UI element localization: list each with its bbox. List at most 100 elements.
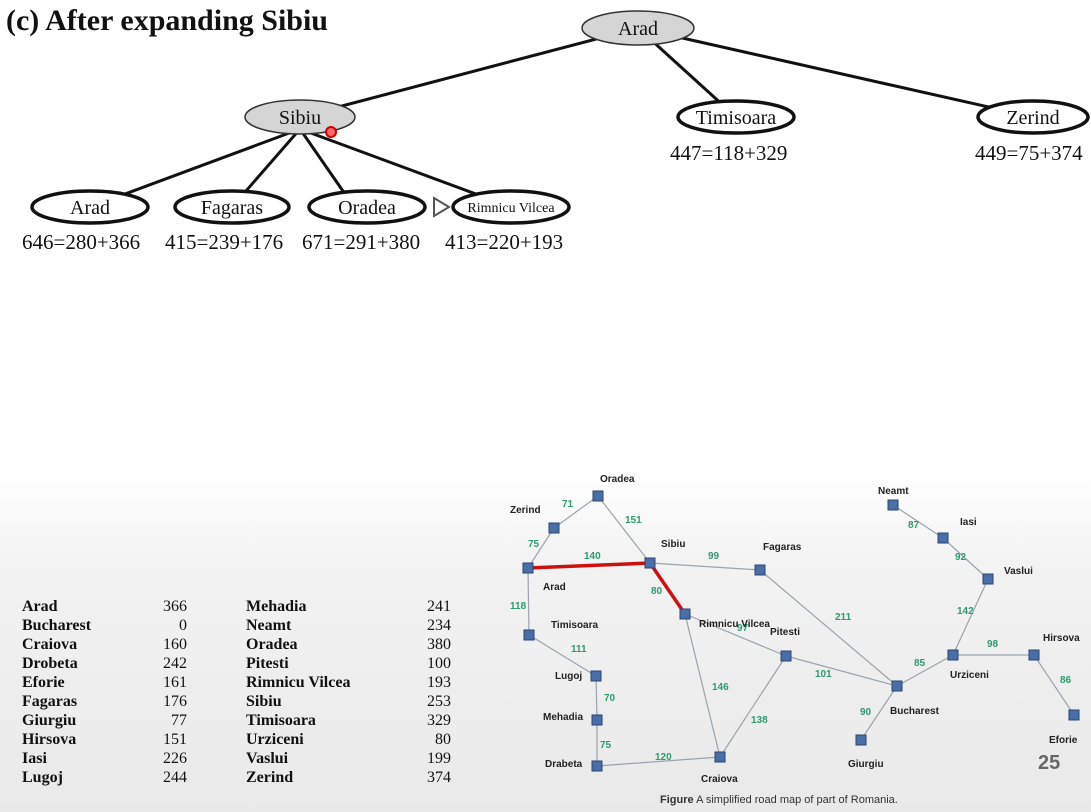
map-road — [860, 685, 898, 741]
heuristic-value: 253 — [427, 693, 451, 710]
city-node — [891, 680, 903, 692]
f-value: 447=118+329 — [670, 141, 788, 165]
map-road — [684, 613, 787, 657]
map-road — [952, 578, 989, 656]
city-name: Arad — [22, 598, 58, 615]
city-label: Neamt — [878, 486, 909, 497]
city-node — [887, 499, 899, 511]
city-node — [1068, 709, 1080, 721]
map-road — [785, 655, 898, 687]
f-value: 449=75+374 — [975, 141, 1083, 165]
city-name: Giurgiu — [22, 712, 77, 729]
caption-label: Figure — [660, 794, 694, 806]
map-road — [719, 655, 787, 758]
road-distance-label: 75 — [600, 740, 612, 751]
heuristic-value: 241 — [427, 598, 451, 615]
heuristic-value: 329 — [427, 712, 451, 729]
city-node — [679, 608, 691, 620]
tree-node-label: Arad — [618, 18, 658, 40]
city-label: Hirsova — [1043, 633, 1080, 644]
f-value: 413=220+193 — [445, 230, 564, 254]
map-road — [892, 504, 944, 539]
road-distance-label: 90 — [860, 707, 872, 718]
tree-node-label: Fagaras — [201, 197, 263, 219]
table-row: Vaslui 199 — [246, 749, 451, 768]
road-distance-label: 97 — [737, 623, 749, 634]
city-name: Lugoj — [22, 769, 63, 786]
tree-node-rimnicu-vilcea: Rimnicu Vilcea — [451, 189, 571, 225]
heuristic-value: 100 — [427, 655, 451, 672]
city-name: Timisoara — [246, 712, 316, 729]
city-name: Hirsova — [22, 731, 77, 748]
heuristic-value: 151 — [163, 731, 187, 748]
map-road — [527, 527, 555, 569]
table-row: Giurgiu 77 — [22, 711, 187, 730]
tree-node-zerind: Zerind — [976, 99, 1090, 135]
city-node — [947, 649, 959, 661]
city-node — [522, 562, 534, 574]
tree-node-timisoara: Timisoara — [676, 99, 796, 135]
road-distance-label: 142 — [957, 606, 974, 617]
map-road — [528, 634, 597, 677]
city-name: Iasi — [22, 750, 47, 767]
tree-node-label: Sibiu — [279, 107, 321, 129]
city-label: Craiova — [701, 774, 738, 785]
table-row: Hirsova 151 — [22, 730, 187, 749]
map-road — [553, 495, 599, 529]
city-node — [592, 490, 604, 502]
city-name: Craiova — [22, 636, 78, 653]
road-distance-label: 70 — [604, 693, 616, 704]
page-number: 25 — [1038, 752, 1061, 774]
road-distance-label: 140 — [584, 551, 601, 562]
table-row: Fagaras 176 — [22, 692, 187, 711]
city-label: Bucharest — [890, 706, 940, 717]
map-road — [649, 562, 761, 571]
table-row: Arad 366 — [22, 597, 187, 616]
heuristic-value: 234 — [427, 617, 451, 634]
map-road — [596, 756, 721, 767]
city-label: Urziceni — [950, 670, 989, 681]
city-label: Pitesti — [770, 627, 800, 638]
road-distance-label: 85 — [914, 658, 926, 669]
caption-text: A simplified road map of part of Romania… — [693, 794, 898, 806]
city-name: Sibiu — [246, 693, 282, 710]
road-distance-label: 111 — [571, 644, 587, 655]
tree-node-label: Rimnicu Vilcea — [467, 201, 555, 216]
road-distance-label: 118 — [510, 601, 527, 612]
city-label: Timisoara — [551, 620, 598, 631]
table-row: Timisoara 329 — [246, 711, 451, 730]
heuristic-value: 176 — [163, 693, 187, 710]
city-node — [714, 751, 726, 763]
heuristic-value: 366 — [163, 598, 187, 615]
city-node — [591, 760, 603, 772]
table-row: Craiova 160 — [22, 635, 187, 654]
heuristic-value: 80 — [435, 731, 451, 748]
city-label: Vaslui — [1004, 566, 1033, 577]
city-node — [1028, 649, 1040, 661]
city-name: Vaslui — [246, 750, 289, 767]
city-label: Fagaras — [763, 542, 802, 553]
city-label: Drabeta — [545, 759, 583, 770]
heuristic-value: 0 — [179, 617, 187, 634]
heuristic-value: 242 — [163, 655, 187, 672]
city-node — [780, 650, 792, 662]
city-label: Sibiu — [661, 539, 685, 550]
map-road — [684, 613, 721, 758]
heuristic-value: 199 — [427, 750, 451, 767]
city-name: Oradea — [246, 636, 298, 653]
city-node — [644, 557, 656, 569]
city-label: Eforie — [1049, 735, 1078, 746]
road-distance-label: 75 — [528, 539, 540, 550]
tree-node-fagaras: Fagaras — [173, 189, 291, 225]
road-distance-label: 98 — [987, 639, 999, 650]
tree-node-arad-leaf: Arad — [30, 189, 150, 225]
city-label: Giurgiu — [848, 759, 884, 770]
search-tree: Arad Sibiu Timisoara Zerind Arad Fagaras… — [30, 10, 1090, 225]
city-name: Rimnicu Vilcea — [246, 674, 351, 691]
map-road — [527, 561, 651, 570]
city-name: Fagaras — [22, 693, 78, 710]
map-road — [942, 537, 989, 580]
city-name: Pitesti — [246, 655, 289, 672]
road-distance-label: 120 — [655, 752, 672, 763]
